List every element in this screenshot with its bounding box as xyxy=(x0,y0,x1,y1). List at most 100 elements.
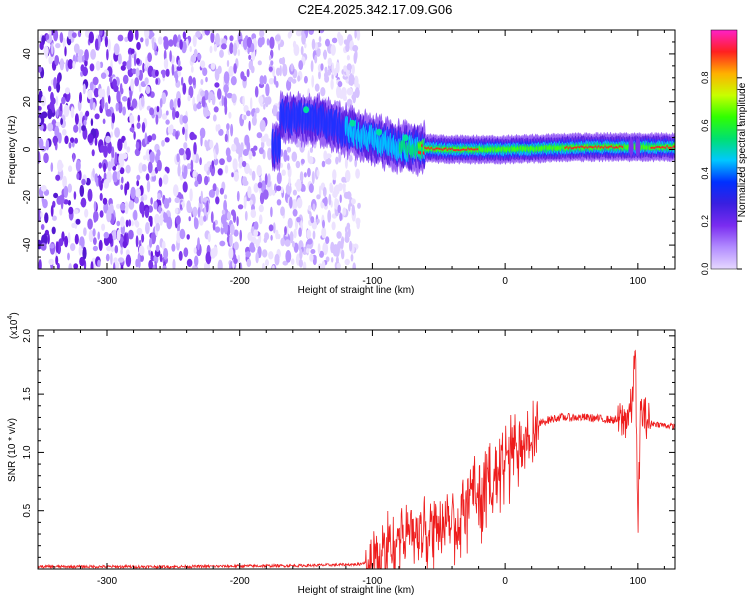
noise-blob xyxy=(122,61,127,67)
noise-blob xyxy=(147,135,152,143)
noise-blob xyxy=(147,52,153,63)
noise-blob xyxy=(342,207,347,217)
noise-blob xyxy=(347,227,351,238)
noise-blob xyxy=(145,56,148,68)
noise-blob xyxy=(229,233,233,247)
noise-blob xyxy=(212,221,216,231)
signal-blob xyxy=(303,106,310,114)
noise-blob xyxy=(213,158,219,166)
noise-blob xyxy=(158,205,162,214)
noise-blob xyxy=(258,147,264,155)
noise-blob xyxy=(351,64,355,75)
noise-blob xyxy=(306,229,312,239)
noise-blob xyxy=(124,232,127,246)
noise-blob xyxy=(192,206,198,217)
noise-blob xyxy=(331,221,336,231)
noise-blob xyxy=(52,215,57,221)
snr-y-axis-label: SNR (10 * v/v) xyxy=(7,418,18,482)
x-tick-label: -100 xyxy=(362,276,382,287)
noise-blob xyxy=(135,30,139,41)
snr-background xyxy=(38,330,675,569)
noise-blob xyxy=(137,252,141,264)
colorbar-tick-label: 0.6 xyxy=(700,119,710,132)
noise-blob xyxy=(282,260,289,266)
noise-blob xyxy=(134,219,139,227)
y-tick-label: -20 xyxy=(22,190,33,205)
noise-blob xyxy=(328,193,332,206)
noise-blob xyxy=(339,212,343,222)
noise-blob xyxy=(88,31,95,44)
noise-blob xyxy=(112,165,117,171)
noise-blob xyxy=(258,214,263,225)
noise-blob xyxy=(129,114,135,125)
noise-blob xyxy=(192,34,197,48)
noise-blob xyxy=(344,157,348,169)
noise-blob xyxy=(186,234,190,240)
noise-blob xyxy=(136,227,143,236)
noise-blob xyxy=(133,53,137,67)
noise-blob xyxy=(155,244,160,252)
noise-blob xyxy=(221,209,226,215)
noise-blob xyxy=(248,120,251,131)
noise-blob xyxy=(261,140,265,149)
noise-blob xyxy=(45,34,50,40)
noise-blob xyxy=(248,150,253,160)
x-tick-label: -100 xyxy=(362,576,382,587)
noise-blob xyxy=(228,65,234,77)
noise-blob xyxy=(110,157,115,168)
noise-blob xyxy=(56,109,59,118)
noise-blob xyxy=(116,229,121,242)
colorbar-label: Normalized spectral amplitude xyxy=(737,82,748,217)
noise-blob xyxy=(211,94,216,106)
noise-blob xyxy=(106,209,112,223)
noise-blob xyxy=(176,153,180,163)
noise-blob xyxy=(233,258,238,264)
noise-blob xyxy=(97,35,101,48)
noise-blob xyxy=(271,189,276,196)
noise-blob xyxy=(186,163,191,170)
noise-blob xyxy=(138,162,144,174)
noise-blob xyxy=(276,199,282,206)
noise-blob xyxy=(92,168,95,178)
noise-blob xyxy=(163,211,167,220)
noise-blob xyxy=(145,36,149,47)
noise-blob xyxy=(67,232,71,244)
noise-blob xyxy=(70,137,75,144)
noise-blob xyxy=(184,128,188,142)
noise-blob xyxy=(151,37,155,50)
noise-blob xyxy=(179,228,186,240)
noise-blob xyxy=(177,59,181,68)
noise-blob xyxy=(276,172,282,185)
x-tick-label: -300 xyxy=(97,276,117,287)
noise-blob xyxy=(144,132,148,145)
noise-blob xyxy=(209,45,213,54)
spectrogram-x-axis-label: Height of straight line (km) xyxy=(298,285,415,296)
noise-blob xyxy=(178,250,183,261)
noise-blob xyxy=(149,237,153,248)
noise-blob xyxy=(330,241,335,254)
noise-blob xyxy=(38,65,42,73)
noise-blob xyxy=(193,103,198,112)
noise-blob xyxy=(214,68,220,81)
noise-blob xyxy=(250,209,257,219)
noise-blob xyxy=(94,136,98,146)
noise-blob xyxy=(243,114,247,121)
noise-blob xyxy=(159,214,164,226)
noise-blob xyxy=(140,37,144,43)
noise-blob xyxy=(135,187,141,199)
noise-blob xyxy=(122,106,126,116)
noise-blob xyxy=(203,163,209,172)
noise-blob xyxy=(51,42,54,55)
noise-blob xyxy=(114,261,120,269)
noise-blob xyxy=(177,70,182,77)
noise-blob xyxy=(90,261,94,269)
noise-blob xyxy=(56,82,61,93)
noise-blob xyxy=(178,148,185,156)
noise-blob xyxy=(146,180,151,193)
noise-blob xyxy=(135,141,140,150)
noise-blob xyxy=(337,182,343,192)
noise-blob xyxy=(104,35,108,48)
noise-blob xyxy=(142,62,145,73)
noise-blob xyxy=(231,93,237,104)
